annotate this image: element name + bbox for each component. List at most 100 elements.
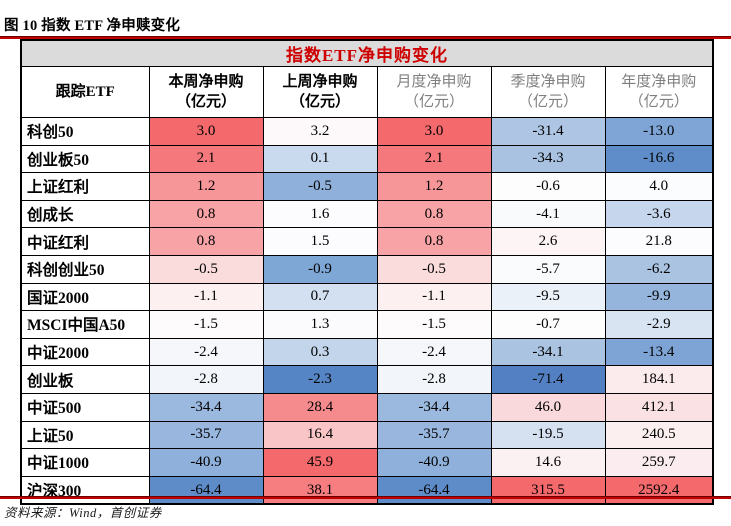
value-cell: -0.5 xyxy=(376,254,492,284)
value-cell: 3.0 xyxy=(376,117,492,146)
value-cell: -34.1 xyxy=(490,337,606,367)
table-row: MSCI中国A50 -1.5 1.3 -1.5 -0.7 -2.9 xyxy=(20,310,714,339)
value-cell: -0.7 xyxy=(490,310,606,339)
value-cell: 4.0 xyxy=(604,172,714,201)
value-cell: -0.6 xyxy=(490,172,606,201)
value-cell: -2.3 xyxy=(262,365,378,394)
etf-table-body: 科创50 3.0 3.2 3.0 -31.4 -13.0 创业板50 2.1 0.1 2.1 -34… xyxy=(20,117,714,505)
value-cell: -2.4 xyxy=(148,337,264,367)
value-cell: -2.8 xyxy=(376,365,492,394)
col-header-week: 本周净申购 （亿元） xyxy=(148,66,264,118)
etf-name-cell: 科创创业50 xyxy=(20,254,150,284)
value-cell: -1.1 xyxy=(148,282,264,312)
value-cell: 0.8 xyxy=(148,199,264,229)
value-cell: -40.9 xyxy=(148,448,264,477)
value-cell: -35.7 xyxy=(376,420,492,450)
value-cell: 3.0 xyxy=(148,117,264,146)
value-cell: -0.9 xyxy=(262,254,378,284)
value-cell: 0.8 xyxy=(376,227,492,256)
table-row: 上证红利 1.2 -0.5 1.2 -0.6 4.0 xyxy=(20,172,714,201)
col-header-unit: （亿元） xyxy=(517,94,578,110)
etf-name-cell: 中证500 xyxy=(20,392,150,422)
col-header-unit: （亿元） xyxy=(403,94,464,110)
table-title-row: 指数ETF净申购变化 xyxy=(20,39,714,67)
col-header-label: 月度净申购 xyxy=(396,73,472,90)
value-cell: -1.5 xyxy=(376,310,492,339)
value-cell: 46.0 xyxy=(490,392,606,422)
value-cell: 21.8 xyxy=(604,227,714,256)
value-cell: -19.5 xyxy=(490,420,606,450)
col-header-label: 本周净申购 xyxy=(168,73,244,90)
value-cell: -3.6 xyxy=(604,199,714,229)
col-header-label: 年度净申购 xyxy=(621,73,697,90)
bottom-divider-rule xyxy=(0,496,731,499)
value-cell: 45.9 xyxy=(262,448,378,477)
etf-name-cell: 创业板50 xyxy=(20,144,150,174)
value-cell: -2.9 xyxy=(604,310,714,339)
col-header-label: 季度净申购 xyxy=(510,73,586,90)
value-cell: -1.5 xyxy=(148,310,264,339)
col-header-month: 月度净申购 （亿元） xyxy=(376,66,492,118)
value-cell: -1.1 xyxy=(376,282,492,312)
value-cell: 2.1 xyxy=(376,144,492,174)
value-cell: -13.4 xyxy=(604,337,714,367)
value-cell: -64.4 xyxy=(148,475,264,505)
etf-net-subscription-table: 指数ETF净申购变化 跟踪ETF 本周净申购 （亿元） 上周净申购 （亿元） 月… xyxy=(20,39,714,506)
value-cell: 0.7 xyxy=(262,282,378,312)
value-cell: 0.1 xyxy=(262,144,378,174)
value-cell: -5.7 xyxy=(490,254,606,284)
value-cell: 0.8 xyxy=(376,199,492,229)
etf-name-cell: MSCI中国A50 xyxy=(20,310,150,339)
col-header-etf: 跟踪ETF xyxy=(20,66,150,118)
table-row: 上证50 -35.7 16.4 -35.7 -19.5 240.5 xyxy=(20,420,714,450)
table-row: 国证2000 -1.1 0.7 -1.1 -9.5 -9.9 xyxy=(20,282,714,312)
table-row: 创业板 -2.8 -2.3 -2.8 -71.4 184.1 xyxy=(20,365,714,394)
value-cell: -13.0 xyxy=(604,117,714,146)
value-cell: 38.1 xyxy=(262,475,378,505)
col-header-label: 上周净申购 xyxy=(282,73,358,90)
value-cell: -34.4 xyxy=(148,392,264,422)
value-cell: -34.4 xyxy=(376,392,492,422)
value-cell: 412.1 xyxy=(604,392,714,422)
value-cell: -64.4 xyxy=(376,475,492,505)
table-row: 创业板50 2.1 0.1 2.1 -34.3 -16.6 xyxy=(20,144,714,174)
table-row: 中证1000 -40.9 45.9 -40.9 14.6 259.7 xyxy=(20,448,714,477)
value-cell: -4.1 xyxy=(490,199,606,229)
top-divider-rule xyxy=(0,36,731,39)
table-row: 创成长 0.8 1.6 0.8 -4.1 -3.6 xyxy=(20,199,714,229)
value-cell: 2.6 xyxy=(490,227,606,256)
etf-table-container: 指数ETF净申购变化 跟踪ETF 本周净申购 （亿元） 上周净申购 （亿元） 月… xyxy=(20,39,714,506)
etf-name-cell: 上证红利 xyxy=(20,172,150,201)
value-cell: -16.6 xyxy=(604,144,714,174)
source-note: 资料来源：Wind，首创证券 xyxy=(4,506,162,520)
etf-name-cell: 国证2000 xyxy=(20,282,150,312)
value-cell: 1.2 xyxy=(148,172,264,201)
value-cell: 2.1 xyxy=(148,144,264,174)
value-cell: -9.9 xyxy=(604,282,714,312)
etf-name-cell: 创成长 xyxy=(20,199,150,229)
table-title: 指数ETF净申购变化 xyxy=(20,39,714,67)
value-cell: -0.5 xyxy=(262,172,378,201)
etf-name-cell: 中证2000 xyxy=(20,337,150,367)
value-cell: -2.8 xyxy=(148,365,264,394)
table-row: 中证红利 0.8 1.5 0.8 2.6 21.8 xyxy=(20,227,714,256)
col-header-quarter: 季度净申购 （亿元） xyxy=(490,66,606,118)
etf-name-cell: 创业板 xyxy=(20,365,150,394)
table-row: 中证2000 -2.4 0.3 -2.4 -34.1 -13.4 xyxy=(20,337,714,367)
table-row: 沪深300 -64.4 38.1 -64.4 315.5 2592.4 xyxy=(20,475,714,505)
figure-caption: 图 10 指数 ETF 净申赎变化 xyxy=(4,18,181,34)
value-cell: 259.7 xyxy=(604,448,714,477)
value-cell: -71.4 xyxy=(490,365,606,394)
value-cell: 28.4 xyxy=(262,392,378,422)
table-header-row: 跟踪ETF 本周净申购 （亿元） 上周净申购 （亿元） 月度净申购 （亿元） 季… xyxy=(20,66,714,118)
value-cell: 0.3 xyxy=(262,337,378,367)
value-cell: -35.7 xyxy=(148,420,264,450)
table-row: 科创50 3.0 3.2 3.0 -31.4 -13.0 xyxy=(20,117,714,146)
etf-name-cell: 沪深300 xyxy=(20,475,150,505)
value-cell: 1.2 xyxy=(376,172,492,201)
etf-name-cell: 中证1000 xyxy=(20,448,150,477)
value-cell: 1.3 xyxy=(262,310,378,339)
col-header-label: 跟踪ETF xyxy=(55,83,115,100)
value-cell: 0.8 xyxy=(148,227,264,256)
col-header-unit: （亿元） xyxy=(289,94,350,110)
